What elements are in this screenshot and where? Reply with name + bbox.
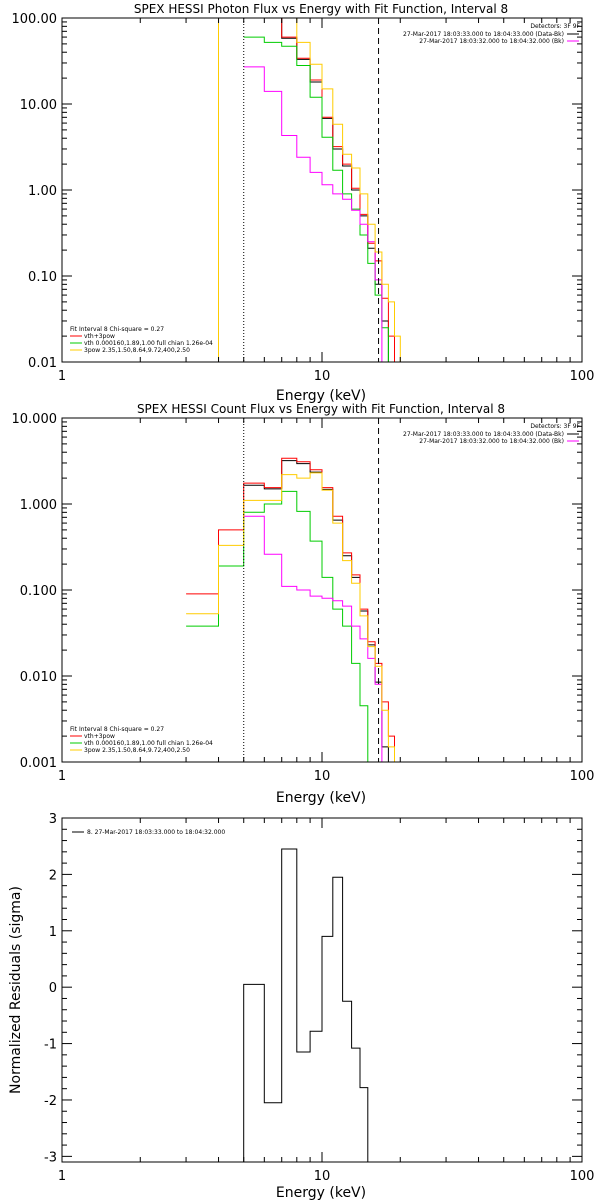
series-line — [243, 460, 389, 762]
y-tick-label: -1 — [44, 1038, 57, 1053]
y-tick-label: 0.010 — [20, 670, 57, 685]
y-tick-label: 10.000 — [12, 412, 58, 427]
series-line — [243, 848, 369, 1162]
residuals-panel: Normalized Residuals (sigma) Energy (keV… — [8, 812, 594, 1200]
y-tick-label: 0.001 — [20, 756, 57, 771]
y-tick-label: 100.00 — [12, 12, 58, 27]
y-tick-label: 0.10 — [28, 270, 57, 285]
series-line — [243, 515, 383, 762]
x-tick-label: 10 — [314, 369, 331, 384]
y-tick-label: 2 — [49, 868, 57, 883]
series-line — [243, 18, 389, 362]
series-line — [186, 457, 395, 762]
series-line — [186, 472, 395, 762]
x-tick-label: 100 — [570, 369, 595, 384]
legend-entry-label: 27-Mar-2017 18:03:32.000 to 18:04:32.000… — [419, 38, 564, 45]
fit-legend-entry: vth 0.000160,1.89,1.00 full chian 1.26e-… — [84, 340, 213, 347]
x-axis-label: Energy (keV) — [276, 790, 366, 806]
count-flux-panel: SPEX HESSI Count Flux vs Energy with Fit… — [12, 402, 595, 806]
legend-title: Detectors: 3F 9F — [530, 423, 580, 430]
x-tick-label: 1 — [58, 1169, 66, 1184]
series-group — [186, 457, 395, 762]
fit-legend-entry: vth+3pow — [84, 733, 115, 740]
legend-entry-label: 27-Mar-2017 18:03:33.000 to 18:04:33.000… — [403, 31, 564, 38]
x-tick-label: 1 — [58, 769, 66, 784]
x-tick-label: 10 — [314, 769, 331, 784]
x-axis-label: Energy (keV) — [276, 388, 366, 404]
x-axis-label: Energy (keV) — [276, 1185, 366, 1200]
fit-legend-entry: 3pow 2.35,1.50,8.64,9.72,400,2.50 — [84, 747, 190, 754]
x-tick-label: 100 — [570, 1169, 595, 1184]
photon-flux-panel: SPEX HESSI Photon Flux vs Energy with Fi… — [12, 2, 595, 404]
x-tick-label: 100 — [570, 769, 595, 784]
y-tick-label: 3 — [49, 812, 57, 827]
x-tick-label: 10 — [314, 1169, 331, 1184]
series-line — [186, 490, 376, 762]
x-tick-label: 1 — [58, 369, 66, 384]
series-line — [243, 36, 389, 362]
series-group — [243, 848, 369, 1162]
chart-title: SPEX HESSI Photon Flux vs Energy with Fi… — [134, 2, 508, 16]
fit-legend-entry: vth+3pow — [84, 333, 115, 340]
y-tick-label: -3 — [44, 1150, 57, 1165]
legend-entry-label: 8. 27-Mar-2017 18:03:33.000 to 18:04:32.… — [87, 829, 225, 836]
fit-legend-title: Fit Interval 8 Chi-square = 0.27 — [70, 726, 164, 733]
y-axis-label: Normalized Residuals (sigma) — [8, 886, 24, 1094]
fit-legend-title: Fit Interval 8 Chi-square = 0.27 — [70, 326, 164, 333]
y-tick-label: 1 — [49, 925, 57, 940]
y-tick-label: 0.01 — [28, 356, 57, 371]
legend-entry-label: 27-Mar-2017 18:03:32.000 to 18:04:32.000… — [419, 438, 564, 445]
legend-title: Detectors: 3F 9F — [530, 23, 580, 30]
chart-title: SPEX HESSI Count Flux vs Energy with Fit… — [137, 402, 505, 416]
y-tick-label: -2 — [44, 1094, 57, 1109]
series-line — [243, 66, 383, 362]
y-tick-label: 0.100 — [20, 584, 57, 599]
series-line — [186, 18, 401, 362]
fit-legend-entry: 3pow 2.35,1.50,8.64,9.72,400,2.50 — [84, 347, 190, 354]
y-tick-label: 10.00 — [20, 98, 57, 113]
legend-entry-label: 27-Mar-2017 18:03:33.000 to 18:04:33.000… — [403, 431, 564, 438]
y-tick-label: 0 — [49, 981, 57, 996]
series-line — [243, 18, 395, 362]
series-group — [186, 18, 401, 362]
y-tick-label: 1.00 — [28, 184, 57, 199]
y-tick-label: 1.000 — [20, 498, 57, 513]
fit-legend-entry: vth 0.000160,1.89,1.00 full chian 1.26e-… — [84, 740, 213, 747]
